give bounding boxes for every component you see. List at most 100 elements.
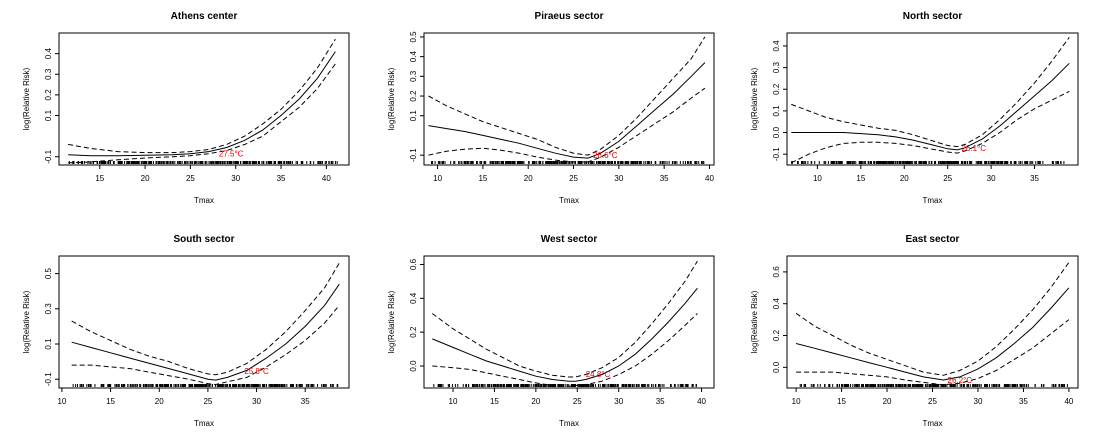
confidence-band-line bbox=[428, 87, 706, 163]
fitted-curve bbox=[68, 51, 336, 157]
y-tick-label: -0.1 bbox=[772, 147, 781, 161]
x-tick-label: 20 bbox=[883, 397, 892, 406]
y-tick-label: 0.6 bbox=[409, 258, 418, 270]
x-axis-label: Tmax bbox=[559, 196, 579, 205]
threshold-annotation: 24.8°C bbox=[586, 370, 611, 379]
y-tick-label: 0.0 bbox=[772, 361, 781, 373]
plot-frame bbox=[58, 32, 350, 166]
fitted-curve bbox=[432, 287, 698, 382]
panel-4: South sector 10 15 20 25 30 35 Tmax -0.1 0.1 0.3 0.… bbox=[22, 234, 350, 428]
x-tick-label: 25 bbox=[203, 397, 212, 406]
y-tick-label: 0.2 bbox=[772, 329, 781, 341]
plot-frame bbox=[423, 32, 715, 166]
x-tick-label: 30 bbox=[987, 174, 996, 183]
x-tick-label: 40 bbox=[322, 174, 331, 183]
y-tick-label: -0.1 bbox=[409, 148, 418, 162]
x-axis-label: Tmax bbox=[559, 419, 579, 428]
x-tick-label: 20 bbox=[524, 174, 533, 183]
x-axis-label: Tmax bbox=[923, 196, 943, 205]
y-tick-label: 0.5 bbox=[44, 267, 53, 279]
x-tick-label: 30 bbox=[974, 397, 983, 406]
panel-title: East sector bbox=[906, 234, 960, 245]
y-tick-label: 0.1 bbox=[409, 110, 418, 122]
x-tick-label: 25 bbox=[943, 174, 952, 183]
rug bbox=[72, 384, 339, 387]
x-tick-label: 10 bbox=[449, 397, 458, 406]
y-tick-label: 0.3 bbox=[44, 68, 53, 80]
y-axis-label: log(Relative Risk) bbox=[22, 67, 31, 130]
y-axis-label: log(Relative Risk) bbox=[750, 67, 759, 130]
threshold-annotation: 26.2°C bbox=[948, 376, 973, 385]
threshold-annotation: 26.1°C bbox=[961, 144, 986, 153]
x-tick-label: 20 bbox=[531, 397, 540, 406]
confidence-band-line bbox=[71, 262, 340, 376]
y-axis-label: log(Relative Risk) bbox=[387, 290, 396, 353]
y-tick-label: 0.2 bbox=[409, 90, 418, 102]
panel-1: Athens center 15 20 25 30 35 40 Tmax -0.1 0.1 0.2 0… bbox=[22, 11, 350, 205]
confidence-band-line bbox=[791, 37, 1070, 148]
confidence-band-line bbox=[71, 304, 340, 386]
y-tick-label: 0.2 bbox=[409, 326, 418, 338]
x-tick-label: 25 bbox=[569, 174, 578, 183]
x-tick-label: 35 bbox=[1030, 174, 1039, 183]
x-tick-label: 30 bbox=[614, 397, 623, 406]
x-tick-label: 15 bbox=[106, 397, 115, 406]
y-tick-label: 0.0 bbox=[409, 360, 418, 372]
rug bbox=[68, 161, 338, 164]
confidence-band-line bbox=[432, 313, 698, 387]
x-tick-label: 25 bbox=[573, 397, 582, 406]
panel-title: Athens center bbox=[171, 11, 238, 22]
y-tick-label: 0.3 bbox=[772, 62, 781, 74]
y-tick-label: 0.5 bbox=[409, 31, 418, 43]
fitted-curve bbox=[71, 283, 340, 381]
rug bbox=[433, 384, 697, 387]
confidence-band-line bbox=[791, 90, 1070, 164]
x-tick-label: 30 bbox=[614, 174, 623, 183]
y-tick-label: 0.3 bbox=[44, 303, 53, 315]
x-tick-label: 35 bbox=[660, 174, 669, 183]
x-tick-label: 30 bbox=[231, 174, 240, 183]
x-tick-label: 15 bbox=[478, 174, 487, 183]
y-tick-label: 0.2 bbox=[772, 83, 781, 95]
panel-title: Piraeus sector bbox=[535, 11, 604, 22]
y-tick-label: 0.1 bbox=[772, 105, 781, 117]
x-tick-label: 35 bbox=[301, 397, 310, 406]
panel-6: East sector 10 15 20 25 30 35 40 Tmax 0.0 0.2 0.4 0.… bbox=[750, 234, 1079, 428]
panel-3: North sector 10 15 20 25 30 35 Tmax -0.1 0.0 0.1 0.… bbox=[750, 11, 1079, 205]
y-axis-label: log(Relative Risk) bbox=[750, 290, 759, 353]
panel-5: West sector 10 15 20 25 30 35 40 Tmax 0.0 0.2 0.4 0.… bbox=[387, 234, 715, 428]
fitted-curve bbox=[791, 62, 1070, 151]
x-tick-label: 35 bbox=[656, 397, 665, 406]
y-tick-label: -0.1 bbox=[44, 149, 53, 163]
y-axis-label: log(Relative Risk) bbox=[22, 290, 31, 353]
threshold-annotation: 27.5°C bbox=[219, 149, 244, 158]
x-tick-label: 15 bbox=[856, 174, 865, 183]
x-tick-label: 25 bbox=[928, 397, 937, 406]
fitted-curve bbox=[428, 62, 706, 159]
rug bbox=[791, 161, 1065, 164]
panel-2: Piraeus sector 10 15 20 25 30 35 40 Tmax -0.1 0.1 0… bbox=[387, 11, 715, 205]
x-tick-label: 40 bbox=[705, 174, 714, 183]
confidence-band-line bbox=[432, 260, 698, 378]
confidence-band-line bbox=[796, 319, 1070, 386]
y-tick-label: 0.6 bbox=[772, 266, 781, 278]
y-tick-label: 0.1 bbox=[44, 338, 53, 350]
x-tick-label: 30 bbox=[252, 397, 261, 406]
panel-title: North sector bbox=[903, 11, 963, 22]
plot-frame bbox=[786, 32, 1079, 166]
y-tick-label: -0.1 bbox=[44, 372, 53, 386]
x-axis-label: Tmax bbox=[194, 196, 214, 205]
x-tick-label: 10 bbox=[813, 174, 822, 183]
x-axis-label: Tmax bbox=[923, 419, 943, 428]
confidence-band-line bbox=[68, 38, 336, 154]
x-tick-label: 20 bbox=[141, 174, 150, 183]
plot-frame bbox=[786, 255, 1079, 389]
y-tick-label: 0.1 bbox=[44, 109, 53, 121]
plot-frame bbox=[423, 255, 715, 389]
plot-frame bbox=[58, 255, 350, 389]
threshold-annotation: 26.6°C bbox=[593, 151, 618, 160]
y-tick-label: 0.4 bbox=[44, 48, 53, 60]
x-tick-label: 15 bbox=[490, 397, 499, 406]
